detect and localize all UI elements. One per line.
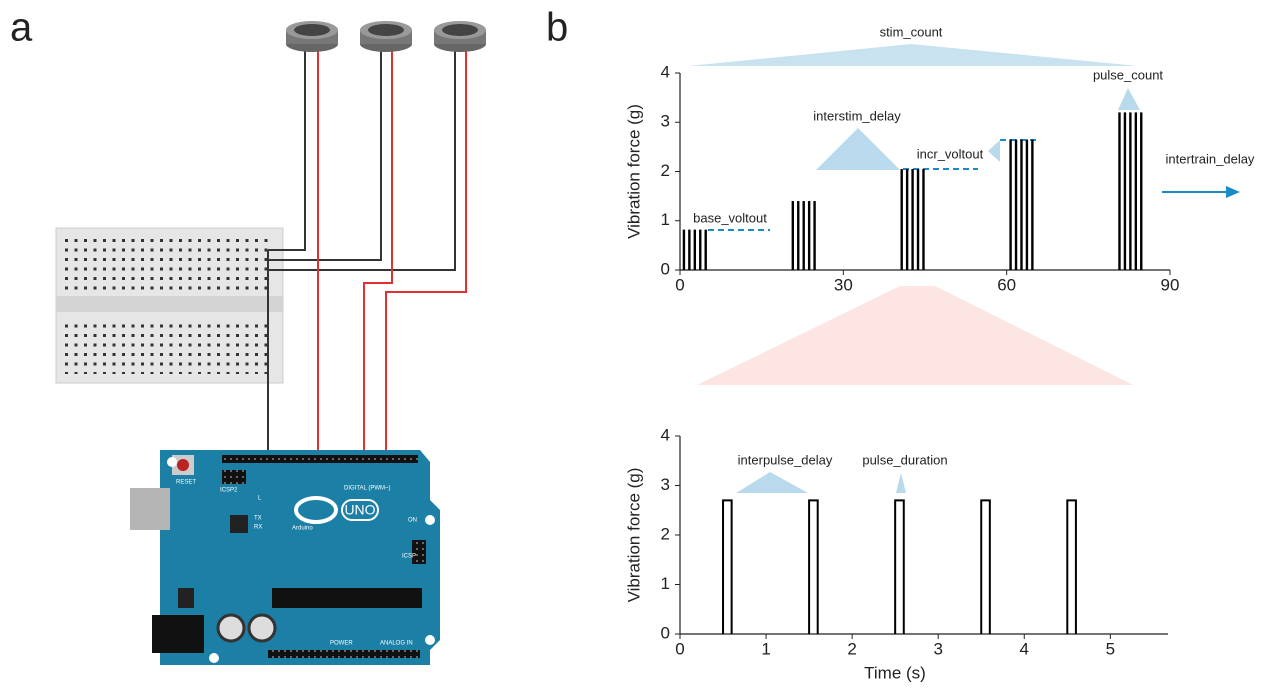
pulse — [1123, 112, 1127, 271]
panel-label: a — [10, 6, 33, 50]
annotation: pulse_count — [1093, 67, 1163, 82]
y-tick-label: 3 — [661, 475, 670, 494]
pulse — [1009, 139, 1012, 270]
y-tick-label: 0 — [661, 259, 670, 278]
y-axis-label: Vibration force (g) — [624, 104, 643, 239]
breadboard-gap — [56, 296, 283, 312]
x-tick-label: 4 — [1020, 639, 1029, 658]
breadboard-holes — [62, 318, 272, 374]
x-tick-label: 3 — [933, 639, 942, 658]
y-tick-label: 2 — [661, 524, 670, 543]
pulse — [704, 229, 707, 270]
x-tick-label: 5 — [1106, 639, 1115, 658]
arduino-board: RESET ICSP2 Arduino UNO DIGITAL (PWM~) A… — [130, 450, 440, 665]
board-label: L — [258, 496, 262, 502]
circuit: RESET ICSP2 Arduino UNO DIGITAL (PWM~) A… — [55, 21, 486, 665]
y-tick-label: 4 — [661, 62, 670, 81]
y-tick-label: 2 — [661, 161, 670, 180]
x-tick-label: 1 — [761, 639, 770, 658]
x-tick-label: 2 — [847, 639, 856, 658]
pulse — [682, 229, 686, 270]
board-label: ICSP2 — [220, 488, 238, 494]
board-label: ICSP — [402, 554, 416, 560]
y-tick-label: 0 — [661, 623, 670, 642]
board-label: TX — [254, 516, 262, 522]
board-label: UNO — [344, 502, 375, 518]
board-label: Arduino — [292, 526, 313, 532]
annotation: stim_count — [880, 24, 943, 39]
pulse — [1020, 139, 1023, 270]
pulse — [802, 201, 805, 270]
x-tick-label: 0 — [675, 639, 684, 658]
y-tick-label: 1 — [661, 210, 670, 229]
x-tick-label: 90 — [1161, 275, 1180, 294]
sensors — [286, 21, 486, 52]
pulse — [894, 499, 905, 634]
pulse — [916, 169, 920, 270]
board-label: ANALOG IN — [380, 641, 413, 647]
y-axis-label: Vibration force (g) — [624, 468, 643, 603]
x-tick-label: 60 — [997, 275, 1016, 294]
pulse — [722, 499, 733, 634]
y-tick-label: 3 — [661, 112, 670, 131]
annotation: base_voltout — [693, 210, 767, 225]
board-label: DIGITAL (PWM~) — [344, 486, 391, 492]
pulse — [813, 201, 816, 270]
board-label: ON — [408, 518, 417, 524]
pulse — [807, 201, 811, 270]
pulse — [693, 229, 697, 270]
panel-label: b — [546, 6, 568, 50]
pulse — [980, 499, 991, 634]
breadboard-holes — [62, 236, 272, 292]
pulse — [922, 169, 925, 270]
annotation: pulse_duration — [862, 452, 947, 467]
pulse — [688, 229, 691, 270]
pulse — [1140, 112, 1143, 271]
pulse — [1118, 112, 1121, 271]
y-tick-label: 4 — [661, 425, 670, 444]
pulse — [699, 229, 702, 270]
wires — [267, 50, 467, 455]
pulse — [1134, 112, 1138, 271]
pulse — [1129, 112, 1132, 271]
pulse — [1066, 499, 1077, 634]
pulse — [1025, 139, 1029, 270]
board-label: POWER — [330, 641, 353, 647]
annotation-shapes — [688, 44, 1240, 493]
annotation: incr_voltout — [917, 146, 984, 161]
x-tick-label: 30 — [834, 275, 853, 294]
annotation: intertrain_delay — [1166, 151, 1255, 166]
pulse — [1031, 139, 1034, 270]
pulse — [797, 201, 800, 270]
board-label: RESET — [176, 480, 196, 486]
pulse — [791, 201, 795, 270]
pulse — [900, 169, 903, 270]
board-label: RX — [254, 525, 262, 531]
pulse — [1014, 139, 1018, 270]
x-axis-label: Time (s) — [864, 663, 926, 682]
x-tick-label: 0 — [675, 275, 684, 294]
annotation: interpulse_delay — [738, 452, 833, 467]
pulse — [905, 169, 909, 270]
pulse — [808, 499, 819, 634]
pulse — [911, 169, 914, 270]
annotation: interstim_delay — [813, 108, 901, 123]
y-tick-label: 1 — [661, 574, 670, 593]
